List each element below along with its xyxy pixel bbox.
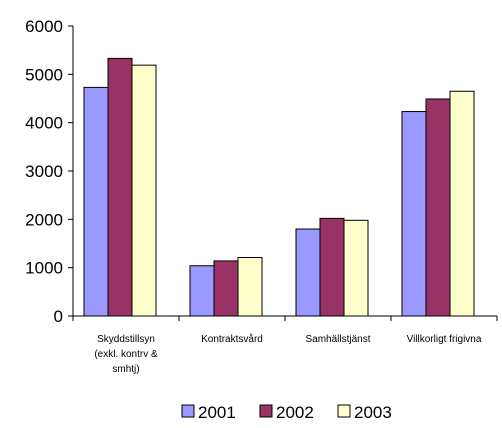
y-tick-label-5000: 5000 xyxy=(25,65,63,84)
y-tick-label-4000: 4000 xyxy=(25,114,63,133)
x-tick-label-0-1: (exkl. kontrv & xyxy=(94,349,158,360)
x-tick-label-3-0: Villkorligt frigivna xyxy=(407,334,482,345)
y-tick-label-2000: 2000 xyxy=(25,210,63,229)
legend-label-2001: 2001 xyxy=(198,403,236,422)
legend: 2001 2002 2003 xyxy=(181,403,392,422)
bar-2001-2 xyxy=(295,228,321,317)
x-tick-label-1-0: Kontraktsvård xyxy=(201,333,263,345)
bar-2002-1 xyxy=(213,260,239,317)
bar-2001-3 xyxy=(401,111,427,317)
bar-2001-1 xyxy=(189,265,215,317)
legend-swatch-2003 xyxy=(337,404,351,418)
bar-2002-0 xyxy=(107,57,133,317)
y-tick-label-1000: 1000 xyxy=(25,259,63,278)
bar-2002-2 xyxy=(319,217,345,317)
plot-area: 0 1000 2000 3000 4000 5000 6000 Skyddstillsyn (e… xyxy=(25,17,498,375)
bar-2003-0 xyxy=(131,64,157,317)
legend-label-2003: 2003 xyxy=(354,403,392,422)
y-tick-label-0: 0 xyxy=(54,307,63,326)
y-tick-label-6000: 6000 xyxy=(25,17,63,36)
bar-2001-0 xyxy=(83,86,109,317)
x-tick-label-2-0: Samhällstjänst xyxy=(305,334,370,345)
x-tick-label-0-2: smhtj) xyxy=(112,364,139,375)
bar-2002-3 xyxy=(425,98,451,317)
legend-swatch-2002 xyxy=(259,404,273,418)
x-tick-label-0-0: Skyddstillsyn xyxy=(97,334,155,345)
legend-label-2002: 2002 xyxy=(276,403,314,422)
bar-2003-1 xyxy=(237,257,263,317)
bar-2003-3 xyxy=(449,90,475,317)
legend-swatch-2001 xyxy=(181,404,195,418)
bar-2003-2 xyxy=(343,219,369,317)
y-tick-label-3000: 3000 xyxy=(25,162,63,181)
